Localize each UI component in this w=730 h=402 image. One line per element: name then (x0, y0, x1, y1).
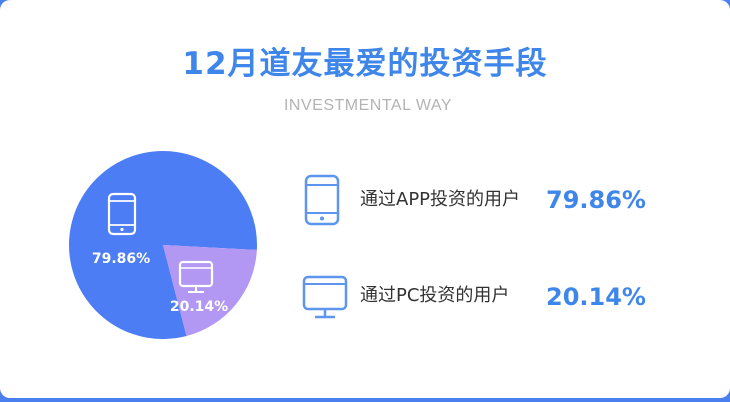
legend-label-pc: 通过PC投资的用户 (360, 285, 510, 306)
legend-value-app: 79.86% (546, 186, 646, 214)
legend-value-pc: 20.14% (546, 283, 646, 311)
page-subtitle: INVESTMENTAL WAY (283, 97, 452, 114)
monitor-icon (178, 260, 214, 293)
legend-label-app: 通过APP投资的用户 (360, 189, 521, 210)
pie-slice-app (69, 151, 258, 339)
legend-item-pc: 通过PC投资的用户 20.14% (0, 270, 730, 330)
pie-label-app: 79.86% (92, 251, 150, 267)
monitor-icon (302, 275, 348, 319)
phone-icon (304, 174, 340, 226)
phone-icon (107, 192, 137, 236)
pie-label-pc: 20.14% (170, 299, 228, 315)
legend-item-app: 通过APP投资的用户 79.86% (0, 172, 730, 232)
page-title: 12月道友最爱的投资手段 (182, 46, 548, 82)
